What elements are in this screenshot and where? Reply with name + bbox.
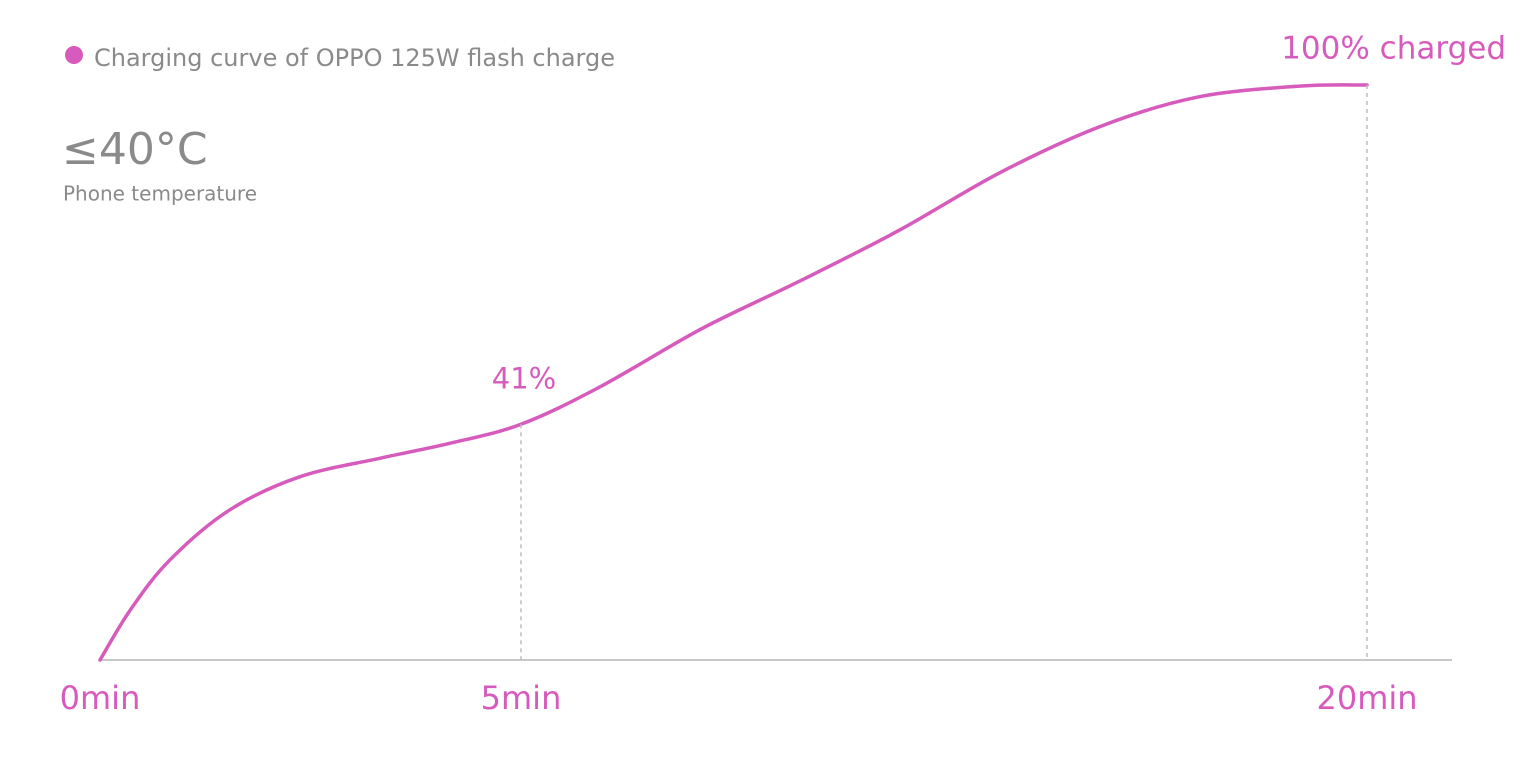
x-tick-label: 20min xyxy=(1316,679,1417,717)
charging-curve xyxy=(98,83,1369,662)
x-tick-label: 0min xyxy=(60,679,141,717)
legend-marker xyxy=(65,46,83,64)
temperature-label: Phone temperature xyxy=(63,182,257,206)
annotation-label: 100% charged xyxy=(1281,31,1506,67)
x-tick-label: 5min xyxy=(481,679,562,717)
annotation-label: 41% xyxy=(492,361,556,395)
legend-label: Charging curve of OPPO 125W flash charge xyxy=(94,44,615,72)
temperature-value: ≤40°C xyxy=(62,124,208,175)
